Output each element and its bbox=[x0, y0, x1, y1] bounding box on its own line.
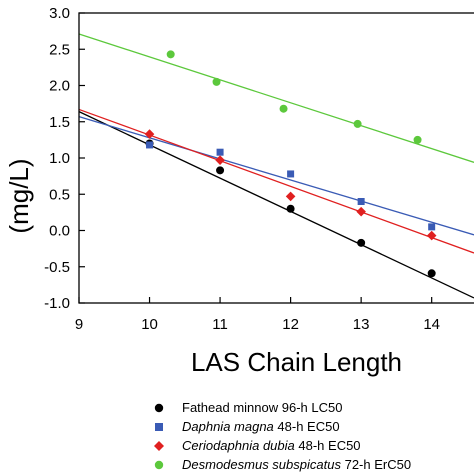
data-point-series-2 bbox=[144, 129, 155, 139]
legend: Fathead minnow 96-h LC50 Daphnia magna 4… bbox=[148, 398, 411, 474]
legend-marker bbox=[148, 440, 170, 452]
fit-line-series-0 bbox=[78, 111, 474, 299]
legend-endpoint: 96-h LC50 bbox=[281, 400, 343, 415]
data-point-series-0 bbox=[286, 204, 295, 213]
y-tick-label: 0.5 bbox=[49, 186, 70, 203]
data-point-series-3 bbox=[413, 135, 422, 144]
data-point-series-1 bbox=[287, 170, 295, 178]
data-point-series-2 bbox=[426, 230, 437, 241]
data-point-series-2 bbox=[285, 191, 296, 202]
legend-marker bbox=[148, 459, 170, 471]
fit-lines bbox=[78, 33, 474, 299]
x-tick-label: 9 bbox=[75, 316, 83, 333]
fit-line-series-1 bbox=[78, 116, 474, 236]
legend-endpoint: 48-h EC50 bbox=[298, 438, 361, 453]
data-point-series-2 bbox=[215, 155, 225, 165]
y-tick-label: -0.5 bbox=[44, 259, 70, 276]
legend-endpoint: 48-h EC50 bbox=[277, 419, 340, 434]
legend-species: Fathead minnow bbox=[182, 400, 279, 415]
data-point-series-1 bbox=[216, 148, 224, 156]
data-point-series-2 bbox=[356, 206, 366, 217]
legend-item-ceriodaphnia-dubia: Ceriodaphnia dubia 48-h EC50 bbox=[148, 436, 411, 455]
y-axis: -1.0 -0.5 0.0 0.5 1.0 1.5 2.0 2.5 3.0 bbox=[44, 5, 85, 312]
y-tick-label: 3.0 bbox=[49, 5, 70, 22]
y-tick-label: 2.0 bbox=[49, 78, 70, 95]
data-point-series-0 bbox=[427, 269, 436, 278]
legend-marker bbox=[148, 402, 170, 414]
legend-endpoint: 72-h ErC50 bbox=[344, 457, 412, 472]
data-point-series-0 bbox=[357, 238, 366, 247]
data-point-series-3 bbox=[166, 50, 175, 59]
data-point-series-1 bbox=[357, 198, 365, 205]
legend-marker bbox=[148, 421, 170, 433]
legend-item-desmodesmus-subspicatus: Desmodesmus subspicatus 72-h ErC50 bbox=[148, 455, 411, 474]
plot-frame bbox=[78, 12, 474, 304]
x-tick-label: 10 bbox=[141, 316, 158, 333]
fit-line-series-3 bbox=[78, 33, 474, 163]
legend-species: Daphnia magna bbox=[182, 419, 274, 434]
y-tick-label: -1.0 bbox=[44, 295, 70, 312]
data-point-series-3 bbox=[353, 119, 362, 128]
x-tick-label: 14 bbox=[423, 316, 440, 333]
legend-item-daphnia-magna: Daphnia magna 48-h EC50 bbox=[148, 417, 411, 436]
y-axis-label: (mg/L) bbox=[4, 158, 34, 233]
y-tick-label: 0.0 bbox=[49, 223, 70, 240]
data-point-series-3 bbox=[212, 77, 221, 86]
x-axis: 9 10 11 12 13 14 bbox=[75, 297, 440, 333]
x-tick-label: 12 bbox=[282, 316, 299, 333]
data-point-series-0 bbox=[216, 166, 225, 175]
data-point-series-1 bbox=[146, 141, 154, 149]
data-points bbox=[144, 50, 437, 278]
legend-item-fathead-minnow: Fathead minnow 96-h LC50 bbox=[148, 398, 411, 417]
legend-species: Ceriodaphnia dubia bbox=[182, 438, 295, 453]
data-point-series-1 bbox=[428, 223, 436, 231]
fit-line-series-2 bbox=[78, 108, 474, 254]
data-point-series-3 bbox=[279, 104, 288, 113]
legend-species: Desmodesmus subspicatus bbox=[182, 457, 341, 472]
y-tick-label: 1.0 bbox=[49, 150, 70, 167]
y-tick-label: 1.5 bbox=[49, 114, 70, 131]
x-axis-label: LAS Chain Length bbox=[191, 347, 402, 377]
y-tick-label: 2.5 bbox=[49, 41, 70, 58]
x-tick-label: 11 bbox=[212, 316, 228, 333]
x-tick-label: 13 bbox=[353, 316, 370, 333]
